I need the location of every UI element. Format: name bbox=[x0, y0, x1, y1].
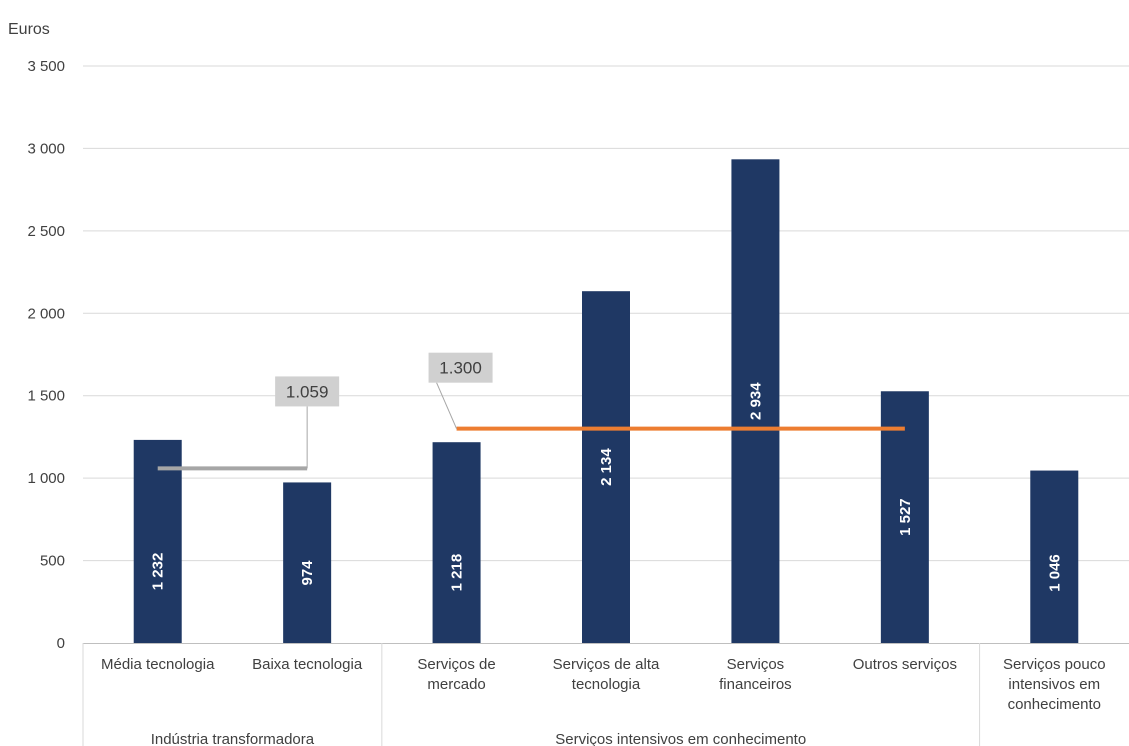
data-label: 2 134 bbox=[598, 448, 615, 486]
callout-label: 1.300 bbox=[439, 359, 482, 378]
bar bbox=[283, 482, 332, 643]
bars: 1 232 974 1 218 2 134 2 934 1 527 1 046 bbox=[133, 159, 1079, 643]
y-axis-label: Euros bbox=[8, 21, 50, 38]
bar bbox=[133, 439, 182, 643]
category-label: Serviços pouco bbox=[1003, 656, 1106, 673]
reference-lines: 1.059 1.300 bbox=[157, 352, 905, 471]
x-axis: Média tecnologia Baixa tecnologia Serviços… bbox=[82, 643, 1129, 746]
group-label: Indústria transformadora bbox=[151, 731, 315, 746]
group-label: Serviços intensivos em conhecimento bbox=[555, 731, 806, 746]
bar bbox=[1030, 470, 1079, 643]
category-label: Baixa tecnologia bbox=[252, 656, 363, 673]
callout-box bbox=[275, 376, 340, 407]
y-tick-labels: 0 500 1 000 1 500 2 000 2 500 3 000 3 500 bbox=[27, 58, 65, 652]
bar bbox=[880, 391, 929, 643]
y-tick-label: 1 000 bbox=[27, 470, 65, 487]
category-label: Média tecnologia bbox=[101, 656, 215, 673]
data-label: 1 046 bbox=[1046, 554, 1063, 592]
bar bbox=[432, 442, 481, 643]
data-label: 1 527 bbox=[897, 498, 914, 536]
category-label: Outros serviços bbox=[853, 656, 957, 673]
category-label: financeiros bbox=[719, 676, 792, 693]
y-tick-label: 2 000 bbox=[27, 305, 65, 322]
category-label: Serviços bbox=[727, 656, 785, 673]
y-tick-label: 3 000 bbox=[27, 140, 65, 157]
data-label: 974 bbox=[299, 560, 316, 586]
callout-leader bbox=[436, 382, 458, 429]
category-label: tecnologia bbox=[572, 676, 641, 693]
bar bbox=[582, 291, 630, 643]
category-label: conhecimento bbox=[1008, 696, 1101, 713]
y-tick-label: 1 500 bbox=[27, 388, 65, 405]
data-label: 1 218 bbox=[449, 554, 466, 592]
bar bbox=[731, 159, 780, 643]
y-tick-label: 2 500 bbox=[27, 223, 65, 240]
data-label: 2 934 bbox=[747, 382, 764, 420]
y-tick-label: 500 bbox=[40, 553, 65, 570]
y-tick-label: 3 500 bbox=[27, 58, 65, 75]
category-label: Serviços de alta bbox=[553, 656, 660, 673]
category-label: intensivos em bbox=[1008, 676, 1100, 693]
data-label: 1 232 bbox=[150, 553, 167, 591]
y-tick-label: 0 bbox=[57, 635, 65, 652]
category-label: Serviços de bbox=[417, 656, 495, 673]
callout-box bbox=[428, 352, 493, 383]
category-label: mercado bbox=[427, 676, 485, 693]
callout-label: 1.059 bbox=[286, 382, 329, 401]
